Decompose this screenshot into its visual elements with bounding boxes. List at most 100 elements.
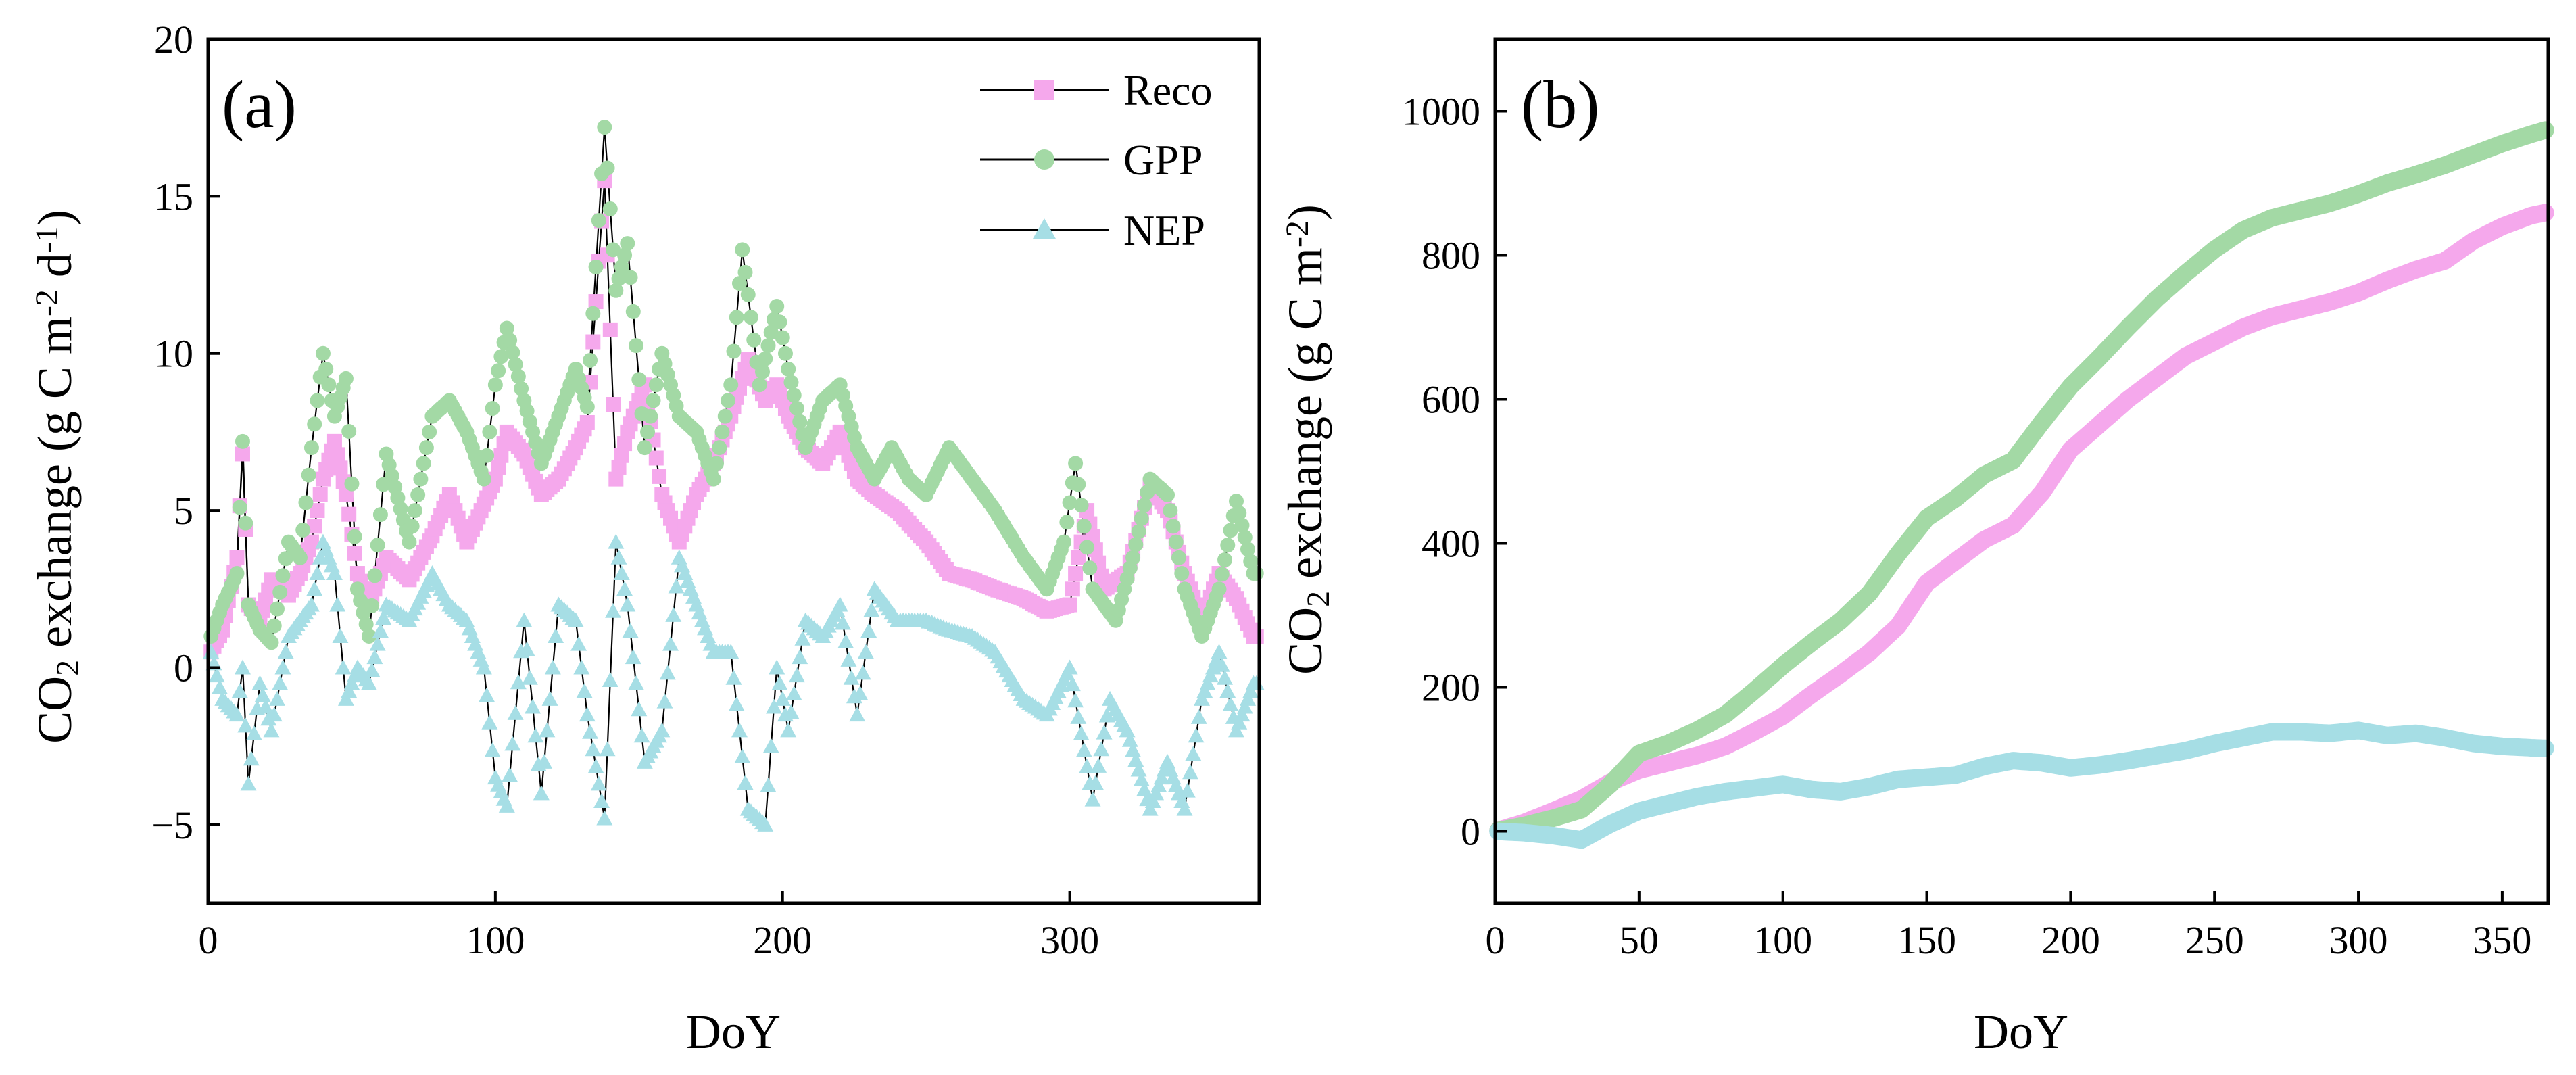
- panel-a-gpp-point: [786, 387, 802, 403]
- panel-a-reco-point: [347, 546, 362, 561]
- panel-b-xtick-label: 200: [2041, 918, 2100, 962]
- panel-a-nep-point: [837, 633, 854, 648]
- panel-a-gpp-point: [775, 330, 790, 345]
- panel-a-reco-point: [648, 450, 664, 466]
- panel-a-nep-point: [843, 669, 860, 685]
- panel-a-gpp-point: [597, 120, 612, 135]
- panel-a-gpp-point: [1240, 542, 1256, 557]
- panel-a-gpp-point: [1171, 550, 1187, 565]
- panel-a-gpp-point: [298, 495, 314, 510]
- panel-a-reco-point: [312, 487, 328, 502]
- panel-a-gpp-point: [301, 467, 316, 483]
- panel-a-gpp-point: [623, 270, 638, 285]
- panel-a-gpp-point: [1071, 477, 1086, 492]
- panel-a-nep-point: [587, 758, 604, 773]
- panel-a-nep-point: [728, 696, 745, 711]
- panel-a-nep-point: [1222, 696, 1239, 711]
- panel-a-nep-point: [760, 777, 777, 792]
- panel-a-gpp-point: [1248, 566, 1264, 581]
- panel-a-nep-point: [1150, 777, 1167, 792]
- panel-b-ytick-label: 800: [1421, 234, 1480, 278]
- panel-a-gpp-point: [752, 377, 767, 393]
- panel-a-gpp-point: [347, 529, 362, 544]
- panel-a-gpp-point: [740, 287, 756, 302]
- panel-a-gpp-point: [269, 601, 285, 617]
- panel-a-gpp-point: [367, 568, 383, 583]
- panel-a-nep-point: [372, 623, 389, 638]
- panel-a-nep-point: [527, 727, 544, 743]
- panel-a-reco-point: [1062, 597, 1077, 613]
- panel-a-gpp-point: [760, 338, 776, 354]
- legend-text-reco: Reco: [1123, 66, 1213, 114]
- panel-a-gpp-point: [746, 332, 762, 348]
- panel-a-nep-point: [366, 649, 383, 665]
- panel-a-nep-point: [504, 736, 521, 751]
- panel-a-gpp-point: [349, 581, 365, 597]
- panel-a-nep-point: [734, 748, 751, 763]
- panel-a-gpp-point: [372, 507, 388, 523]
- panel-a-gpp-point: [1137, 498, 1152, 513]
- panel-a-nep-point: [1130, 761, 1147, 777]
- panel-a-nep-point: [306, 581, 323, 596]
- panel-a-reco-point: [307, 519, 322, 534]
- panel-a-reco-point: [330, 447, 345, 462]
- panel-a-nep-point: [1176, 801, 1193, 816]
- panel-a-nep-point: [329, 596, 346, 612]
- panel-a-reco-point: [341, 506, 357, 522]
- legend-text-gpp: GPP: [1123, 136, 1202, 184]
- panel-a-reco-point: [235, 446, 250, 462]
- panel-a-gpp-point: [643, 408, 658, 424]
- panel-a-gpp-point: [1217, 552, 1233, 568]
- panel-b-nep-line: [1489, 721, 2554, 849]
- panel-a-gpp-point: [292, 550, 308, 565]
- panel-a-nep-point: [860, 623, 877, 638]
- panel-a-nep-point: [375, 610, 392, 625]
- legend-entry-gpp: GPP: [980, 136, 1202, 184]
- panel-a-gpp-point: [1079, 540, 1095, 555]
- panel-a-nep-point: [1090, 757, 1107, 773]
- panel-a-gpp-point: [1059, 515, 1075, 530]
- panel-a-gpp-point: [1073, 498, 1089, 513]
- panel-b-ytick-label: 600: [1421, 378, 1480, 422]
- panel-a-reco-point: [1065, 581, 1080, 597]
- panel-a-gpp-point: [235, 433, 250, 449]
- panel-a-nep-point: [1061, 659, 1078, 675]
- panel-b-ytick-label: 1000: [1402, 90, 1480, 134]
- panel-a-ytick-label: 5: [174, 489, 193, 533]
- panel-b-xtick-label: 350: [2473, 918, 2531, 962]
- panel-a-xtick-label: 200: [753, 918, 812, 962]
- panel-a-gpp-point: [361, 628, 376, 644]
- panel-a-frame: [206, 37, 1261, 905]
- panel-a-nep-point: [737, 775, 754, 790]
- panel-a-nep-point: [605, 602, 622, 618]
- panel-b-xtick-label: 150: [1897, 918, 1956, 962]
- panel-a-gpp-point: [402, 534, 417, 550]
- panel-a-gpp-point: [264, 635, 279, 650]
- panel-a-gpp-point: [272, 584, 288, 600]
- panel-a-gpp-point: [1232, 505, 1247, 521]
- panel-a-reco-point: [585, 334, 601, 350]
- panel-a-nep-point: [360, 675, 377, 690]
- panel-a-gpp-point: [266, 618, 282, 634]
- panel-a-reco-point: [652, 469, 667, 484]
- panel-a-nep-point: [1067, 692, 1084, 708]
- panel-a-nep-point: [1217, 669, 1234, 685]
- panel-a-nep-point: [516, 612, 533, 627]
- panel-a-xlabel: DoY: [686, 1005, 781, 1059]
- panel-a-gpp-point: [1168, 534, 1184, 550]
- panel-a-ytick-label: 10: [154, 332, 193, 376]
- panel-a-gpp-point: [1082, 560, 1098, 576]
- panel-a-gpp-point: [303, 440, 319, 456]
- panel-a-nep-point: [785, 686, 802, 701]
- panel-a-nep-point: [1182, 764, 1199, 780]
- panel-a-nep-point: [237, 717, 254, 733]
- panel-a-nep-point: [834, 615, 851, 630]
- panel-a-nep-point: [731, 722, 748, 738]
- panel-a-gpp-point: [353, 593, 368, 608]
- panel-a-nep-point: [337, 690, 354, 706]
- panel-a-nep-point: [567, 612, 584, 627]
- panel-a-gpp-point: [1160, 487, 1175, 502]
- panel-a-nep-point: [1240, 690, 1257, 706]
- panel-a-gpp-point: [579, 399, 595, 414]
